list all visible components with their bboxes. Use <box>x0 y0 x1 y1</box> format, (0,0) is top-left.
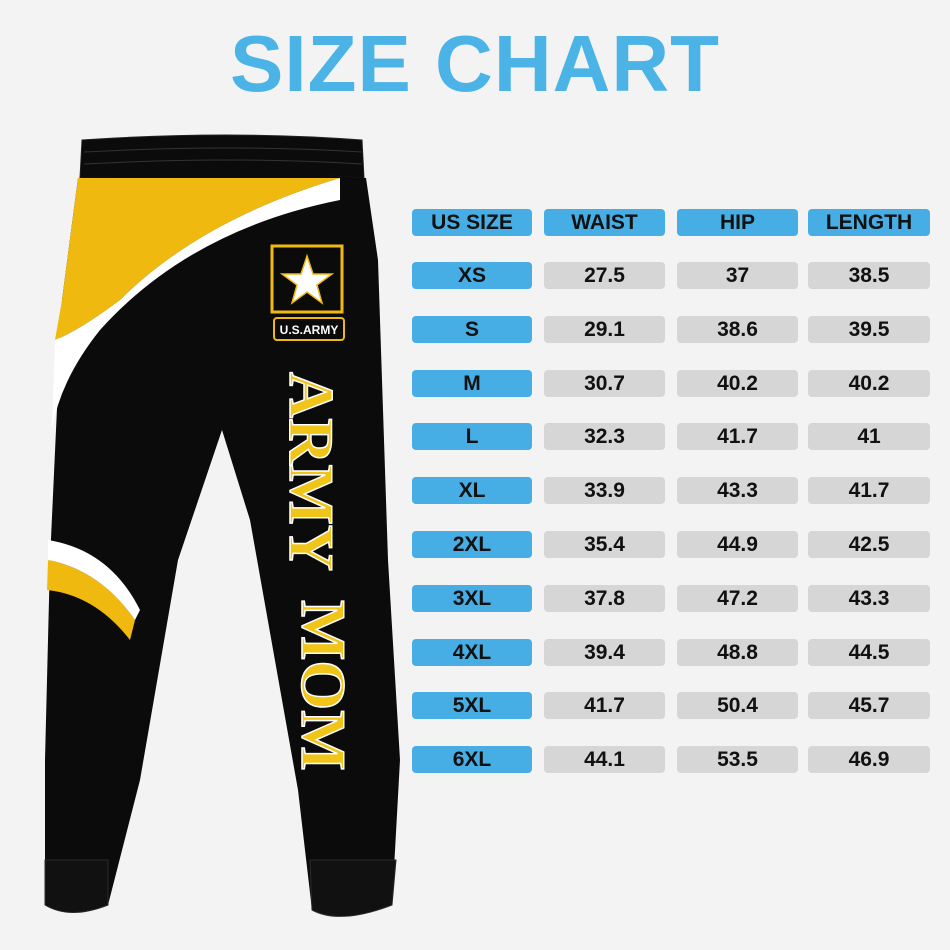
measurement-cell: 37.8 <box>544 584 665 612</box>
measurement-cell: 43.3 <box>808 584 930 612</box>
size-label-cell: S <box>412 315 532 343</box>
size-label-cell: XS <box>412 262 532 289</box>
measurement-cell: 32.3 <box>544 423 665 451</box>
size-label-cell: XL <box>412 477 532 505</box>
measurement-cell: 29.1 <box>544 315 665 343</box>
measurement-cell: 46.9 <box>808 746 930 774</box>
measurement-cell: 47.2 <box>677 584 798 612</box>
measurement-cell: 41.7 <box>677 423 798 451</box>
measurement-cell: 38.5 <box>808 262 930 289</box>
size-label-cell: 3XL <box>412 584 532 612</box>
measurement-cell: 37 <box>677 262 798 289</box>
measurement-cell: 44.1 <box>544 746 665 774</box>
measurement-cell: 44.9 <box>677 531 798 558</box>
leg-text-army: ARMY <box>276 372 347 571</box>
size-label-cell: L <box>412 423 532 451</box>
army-mom-jogger-pants-image: U.S.ARMY ARMY MOM <box>44 134 400 917</box>
size-label-cell: 2XL <box>412 531 532 558</box>
measurement-cell: 40.2 <box>677 369 798 397</box>
pants-body <box>44 134 400 917</box>
measurement-cell: 27.5 <box>544 262 665 289</box>
measurement-cell: 44.5 <box>808 638 930 666</box>
star-icon <box>279 253 335 305</box>
page-title: SIZE CHART <box>230 19 720 108</box>
measurement-cell: 53.5 <box>677 746 798 774</box>
size-label-cell: 6XL <box>412 746 532 774</box>
us-army-logo: U.S.ARMY <box>270 244 345 341</box>
measurement-cell: 45.7 <box>808 692 930 720</box>
measurement-cell: 30.7 <box>544 369 665 397</box>
column-header: HIP <box>677 209 798 236</box>
measurement-cell: 50.4 <box>677 692 798 720</box>
size-label-cell: 5XL <box>412 692 532 720</box>
measurement-cell: 48.8 <box>677 638 798 666</box>
column-header: LENGTH <box>808 209 930 236</box>
measurement-cell: 41 <box>808 423 930 451</box>
measurement-cell: 41.7 <box>544 692 665 720</box>
logo-text: U.S.ARMY <box>280 323 339 337</box>
measurement-cell: 42.5 <box>808 531 930 558</box>
measurement-cell: 39.5 <box>808 315 930 343</box>
measurement-cell: 38.6 <box>677 315 798 343</box>
measurement-cell: 40.2 <box>808 369 930 397</box>
measurement-cell: 39.4 <box>544 638 665 666</box>
leg-text-mom: MOM <box>288 600 359 771</box>
measurement-cell: 41.7 <box>808 477 930 505</box>
measurement-cell: 33.9 <box>544 477 665 505</box>
size-label-cell: 4XL <box>412 638 532 666</box>
measurement-cell: 35.4 <box>544 531 665 558</box>
column-header: WAIST <box>544 209 665 236</box>
measurement-cell: 43.3 <box>677 477 798 505</box>
column-header: US SIZE <box>412 209 532 236</box>
size-label-cell: M <box>412 369 532 397</box>
